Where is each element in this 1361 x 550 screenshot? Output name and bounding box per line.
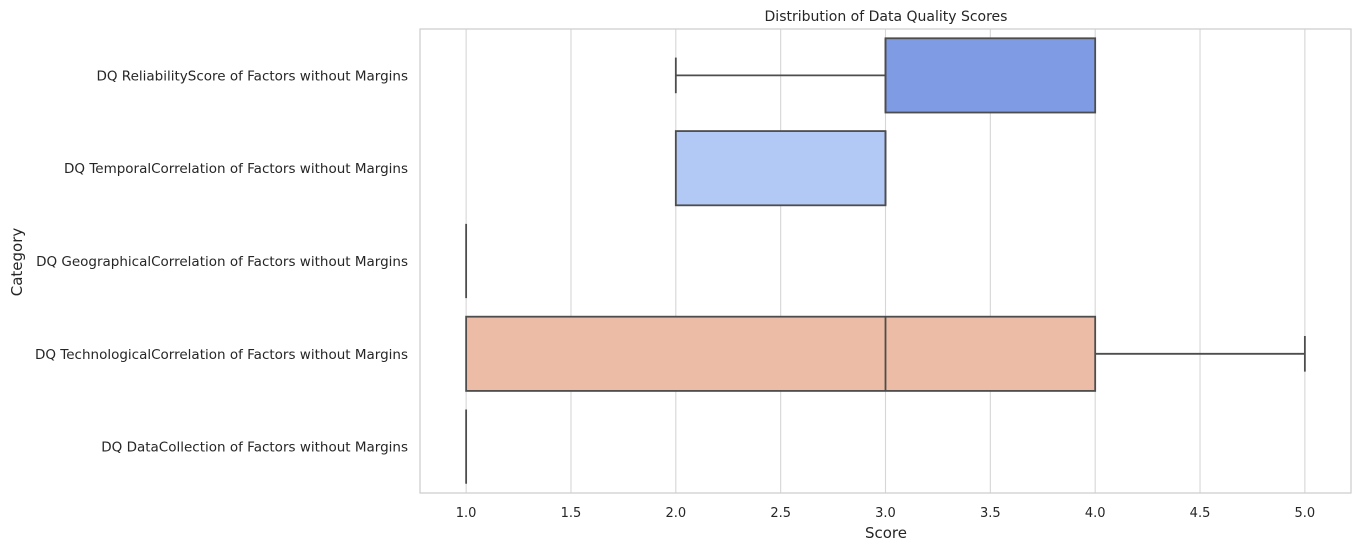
x-tick-label: 5.0: [1295, 506, 1316, 521]
box-iqr: [465, 315, 1097, 392]
y-tick-label: DQ TemporalCorrelation of Factors withou…: [64, 161, 408, 177]
y-tick-label: DQ TechnologicalCorrelation of Factors w…: [35, 347, 408, 363]
x-tick-label: 4.0: [1085, 506, 1106, 521]
y-axis-label: Category: [8, 228, 26, 297]
y-tick-label: DQ DataCollection of Factors without Mar…: [101, 440, 408, 456]
y-tick-label: DQ ReliabilityScore of Factors without M…: [96, 68, 408, 84]
x-axis-ticks: 1.0 1.5 2.0 2.5 3.0 3.5 4.0 4.5 5.0: [456, 506, 1315, 521]
y-axis-ticks: DQ ReliabilityScore of Factors without M…: [35, 68, 408, 455]
plot-area-frame: [419, 28, 1352, 494]
box-4: [465, 315, 1306, 392]
x-tick-label: 4.5: [1190, 506, 1211, 521]
x-axis-label: Score: [865, 524, 907, 542]
chart-title: Distribution of Data Quality Scores: [765, 9, 1008, 25]
x-tick-label: 1.0: [456, 506, 477, 521]
x-tick-label: 1.5: [561, 506, 582, 521]
y-tick-label: DQ GeographicalCorrelation of Factors wi…: [36, 254, 408, 270]
box-iqr: [674, 130, 887, 207]
box-iqr: [884, 37, 1097, 114]
x-tick-label: 3.0: [875, 506, 896, 521]
box-1: [674, 37, 1097, 114]
x-tick-label: 3.5: [980, 506, 1001, 521]
box-2: [674, 130, 887, 207]
box-layer: [465, 37, 1306, 484]
x-tick-label: 2.0: [665, 506, 686, 521]
x-tick-label: 2.5: [770, 506, 791, 521]
